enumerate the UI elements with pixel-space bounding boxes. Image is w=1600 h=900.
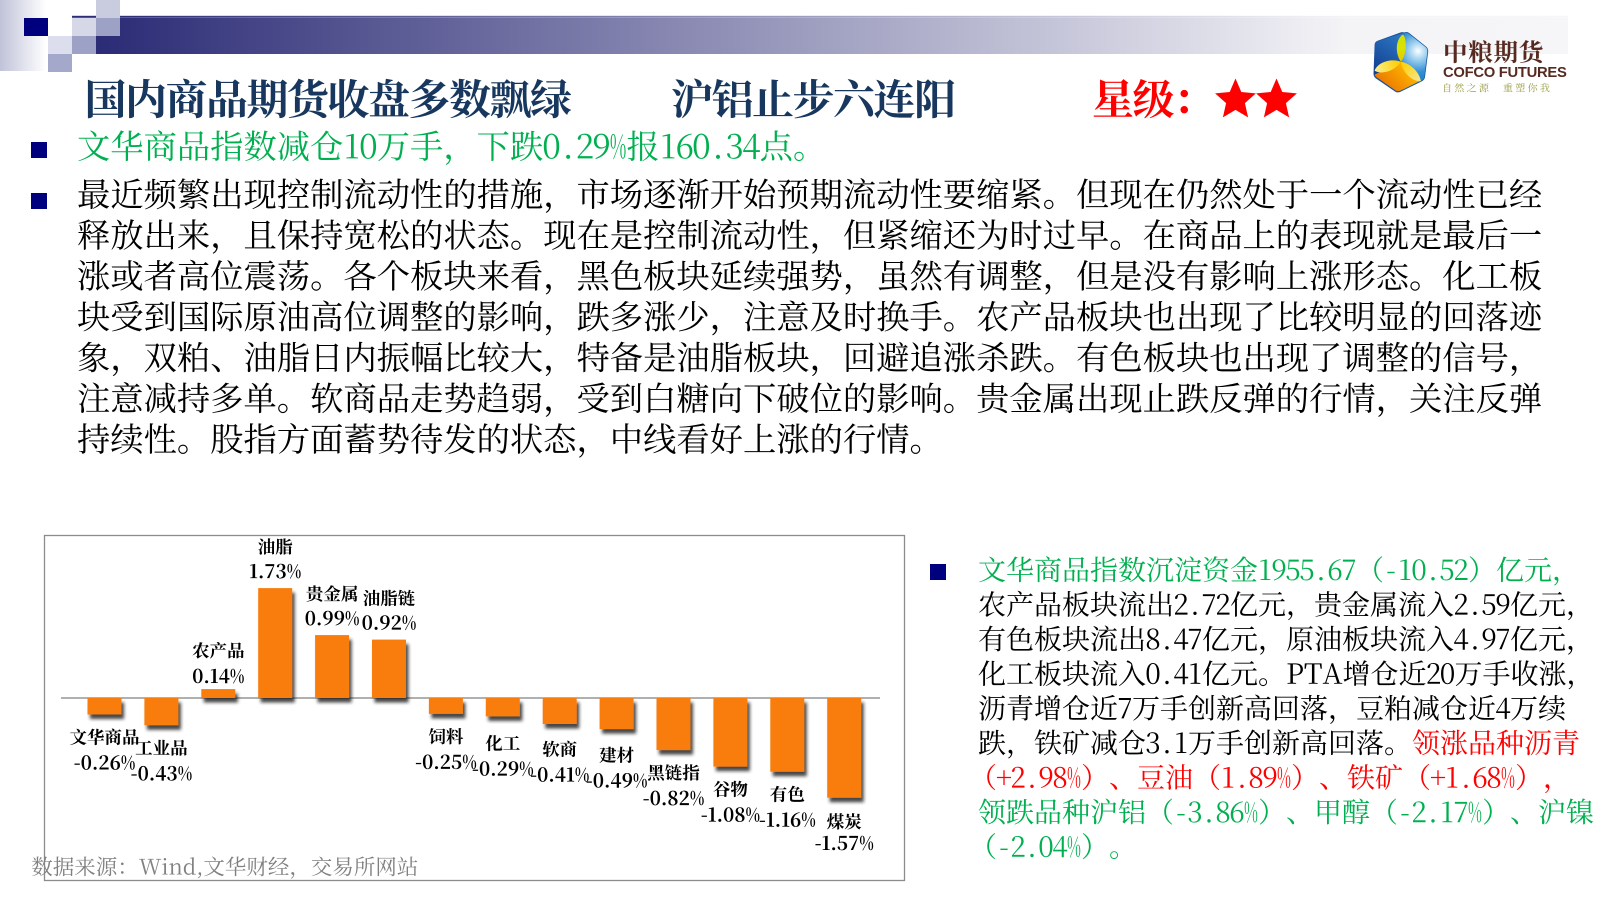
svg-text:COFCO FUTURES: COFCO FUTURES [1443, 65, 1567, 81]
